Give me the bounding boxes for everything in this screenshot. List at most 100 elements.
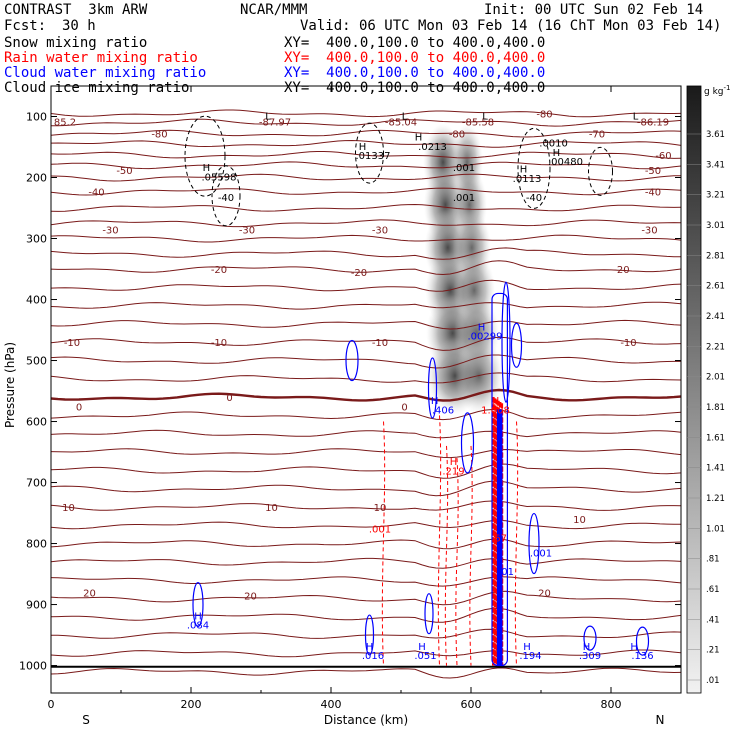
rain-contours [381,415,519,666]
freezing-level-contour [51,388,681,402]
ice-value-label: .0010 [539,139,568,150]
ice-contour [517,127,551,209]
rain-contour [469,445,473,666]
colorbar-level: .01 [706,676,720,686]
temperature-contour [51,118,681,127]
center-label: NCAR/MMM [240,2,308,18]
ice-value-label: .00480 [548,157,583,168]
colorbar-level: 3.01 [706,221,725,231]
temperature-contour [51,500,681,511]
cloud-water-contour [528,512,540,575]
rain-value-label: .67 [491,533,507,544]
extrema-marker: H [359,142,367,153]
temperature-contour [51,161,681,170]
plot-frame [50,85,682,694]
colorbar-level: 1.81 [706,403,725,413]
colorbar-level: 2.81 [706,251,725,261]
contour-labels: -80 -80 -80 -70 -60 -50 -50 -40 -40 -30 -30 -30 -30 -… [54,109,672,662]
cloud-water-contour [635,626,650,656]
temperature-label: -50 [116,166,132,177]
extrema-marker: L [402,111,408,122]
extrema-marker: L [482,111,488,122]
rain-contour [444,445,449,666]
colorbar-level: 1.21 [706,494,725,504]
temperature-contour [51,151,681,159]
ice-contour [355,122,384,184]
temperature-label: -10 [372,338,388,349]
x-tick-label: 0 [48,698,55,711]
temperature-contour [51,109,681,118]
temperature-label: -80 [536,109,552,120]
temperature-label: -80 [151,130,167,141]
model-title: CONTRAST 3km ARW [4,2,148,18]
temperature-contour [51,234,681,243]
colorbar-level: .21 [706,646,720,656]
extrema-marker: L [265,111,271,122]
temperature-contour [51,463,681,479]
field-ice-xy: XY= 400.0,100.0 to 400.0,400.0 [284,80,546,96]
cloud-water-contours [192,281,650,667]
cloud-value-label: .194 [519,651,541,662]
ice-value-label: -40 [526,193,542,204]
temperature-label: -20 [211,265,227,276]
temperature-contour [51,576,681,587]
colorbar-level: 1.61 [706,433,725,443]
y-tick-label: 500 [26,355,47,368]
x-tick-label: 600 [461,698,482,711]
x-tick-label: 800 [601,698,622,711]
cloud-value-label: .00299 [468,332,503,343]
ice-value-label: -40 [218,193,234,204]
cloud-water-contour [364,614,375,656]
colorbar-level: .61 [706,585,720,595]
cloud-value-label: .084 [187,621,209,632]
direction-north: N [656,713,665,727]
cloud-water-contour [424,593,434,635]
cloud-water-contour [583,625,597,651]
rain-contour [437,415,442,666]
cloud-value-label: .406 [432,405,454,416]
colorbar-level: 3.61 [706,130,725,140]
temperature-contour [51,538,681,550]
top-value-label: -87.97 [259,117,291,128]
y-tick-label: 900 [26,599,47,612]
y-tick-label: 300 [26,233,47,246]
rain-contour [455,458,459,666]
temperature-label: -20 [351,268,367,279]
temperature-contours [51,109,681,679]
ice-value-label: .01337 [356,151,391,162]
colorbar-level: 2.41 [706,312,725,322]
rain-value-label: H [492,396,500,407]
temperature-contour [51,354,681,369]
x-tick-label: 200 [181,698,202,711]
ice-value-label: .0113 [513,174,542,185]
temperature-contour [51,139,681,148]
temperature-contour [51,519,681,530]
temperature-contour [51,203,681,212]
temperature-contour [51,480,681,497]
rain-contour [381,421,386,666]
cloud-value-label: .309 [579,651,601,662]
field-ice-name: Cloud ice mixing ratio [4,80,190,96]
cloud-water-contour [510,322,523,368]
temperature-contour [51,372,681,384]
temperature-label: -40 [645,188,661,199]
temperature-label: -80 [449,130,465,141]
temperature-contour [51,557,681,569]
y-tick-label: 600 [26,416,47,429]
temperature-contour [51,219,681,228]
temperature-label: 0 [226,393,232,404]
colorbar-level: .41 [706,615,720,625]
temperature-contour [51,429,681,439]
temperature-contour [51,649,681,658]
colorbar-level: 2.21 [706,342,725,352]
ice-contour [211,165,241,227]
y-tick-label: 1000 [19,660,47,673]
colorbar-level: 3.21 [706,191,725,201]
top-value-label: -85.04 [385,117,417,128]
temperature-label: 10 [374,503,387,514]
cloud-water-contour [427,357,438,419]
cloud-value-label: H [366,642,374,653]
temperature-label: 10 [62,503,75,514]
init-time: Init: 00 UTC Sun 02 Feb 14 [484,2,704,18]
